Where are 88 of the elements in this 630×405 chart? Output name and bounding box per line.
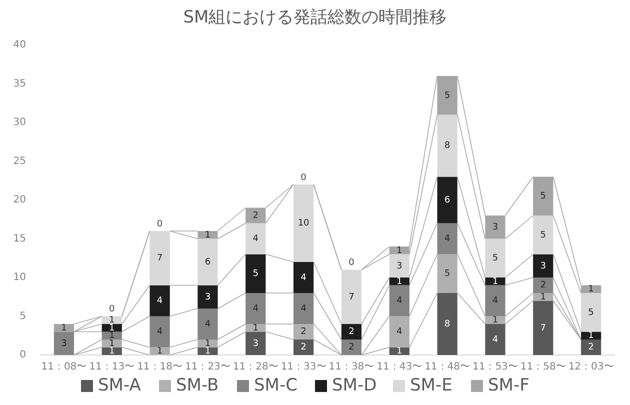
ytick: 20 [13, 194, 26, 206]
label: 2 [540, 280, 546, 291]
title: SM組における発話総数の時間推移 [183, 8, 447, 28]
xtick: 12：03〜 [568, 362, 614, 373]
label: 1 [156, 346, 163, 357]
label: 5 [588, 308, 594, 318]
legend-item: SM-C [254, 376, 298, 396]
label: 1 [396, 346, 402, 357]
label: 7 [540, 323, 546, 334]
label: 4 [492, 334, 498, 345]
label: 3 [61, 338, 67, 349]
label: 6 [444, 195, 450, 206]
label: 4 [204, 319, 211, 330]
label: 0 [156, 219, 163, 230]
xtick: 11：08〜 [41, 362, 87, 373]
xtick: 11：58〜 [520, 362, 566, 373]
label: 1 [109, 346, 115, 357]
xtick: 11：18〜 [137, 362, 183, 373]
label: 0 [109, 304, 115, 315]
label: 5 [444, 269, 450, 280]
xtick: 11：48〜 [424, 362, 470, 373]
label: 4 [300, 272, 306, 283]
label: 4 [396, 327, 402, 338]
ytick: 25 [13, 156, 26, 167]
label: 1 [396, 276, 402, 287]
label: 1 [204, 338, 211, 349]
label: 1 [588, 331, 594, 342]
label: 4 [252, 234, 258, 244]
legend-item: SM-F [488, 376, 530, 396]
label: 4 [492, 296, 498, 306]
label: 7 [348, 292, 354, 302]
label: 4 [444, 234, 450, 244]
label: 2 [348, 342, 354, 353]
label: 8 [444, 141, 450, 152]
ytick: 15 [13, 233, 26, 244]
label: 1 [396, 246, 402, 256]
ytick: 40 [13, 40, 26, 51]
label: 3 [204, 292, 211, 302]
label: 1 [204, 230, 211, 240]
legend-item: SM-B [176, 376, 219, 396]
label: 3 [540, 261, 546, 272]
label: 10 [298, 218, 310, 229]
xtick: 11：53〜 [472, 362, 518, 373]
label: 1 [252, 323, 258, 334]
legend-item: SM-E [410, 376, 452, 396]
label: 1 [588, 284, 594, 295]
label: 5 [444, 90, 450, 101]
label: 0 [348, 258, 354, 268]
ytick: 0 [20, 350, 26, 361]
label: 4 [156, 296, 163, 306]
label: 4 [396, 296, 402, 306]
legend-item: SM-D [332, 376, 377, 396]
label: 1 [492, 276, 498, 287]
xtick: 11：38〜 [328, 362, 374, 373]
ytick: 5 [20, 310, 26, 322]
xtick: 11：43〜 [376, 362, 422, 373]
label: 4 [156, 327, 163, 338]
label: 4 [300, 304, 306, 314]
label: 4 [252, 304, 258, 314]
label: 1 [204, 346, 211, 357]
xtick: 11：13〜 [89, 362, 135, 373]
xtick: 11：28〜 [232, 362, 278, 373]
label: 3 [252, 338, 258, 349]
label: 5 [540, 230, 546, 240]
xtick: 11：23〜 [184, 362, 230, 373]
label: 0 [300, 172, 306, 183]
legend-item: SM-A [98, 376, 141, 396]
label: 3 [492, 222, 498, 233]
label: 1 [61, 323, 67, 334]
label: 3 [396, 261, 402, 272]
label: 2 [252, 210, 258, 221]
label: 2 [348, 327, 354, 338]
label: 5 [540, 192, 546, 202]
ytick: 30 [13, 117, 26, 128]
label: 5 [252, 269, 258, 280]
label: 2 [300, 327, 306, 338]
label: 1 [540, 292, 546, 302]
xtick: 11：33〜 [280, 362, 326, 373]
label: 5 [492, 254, 498, 264]
label: 2 [300, 342, 306, 353]
label: 1 [109, 338, 115, 349]
label: 7 [156, 254, 163, 264]
label: 1 [492, 316, 498, 326]
ytick: 10 [13, 272, 26, 284]
label: 2 [588, 342, 594, 353]
ytick: 35 [13, 78, 26, 90]
label: 8 [444, 319, 450, 330]
label: 6 [204, 257, 211, 268]
